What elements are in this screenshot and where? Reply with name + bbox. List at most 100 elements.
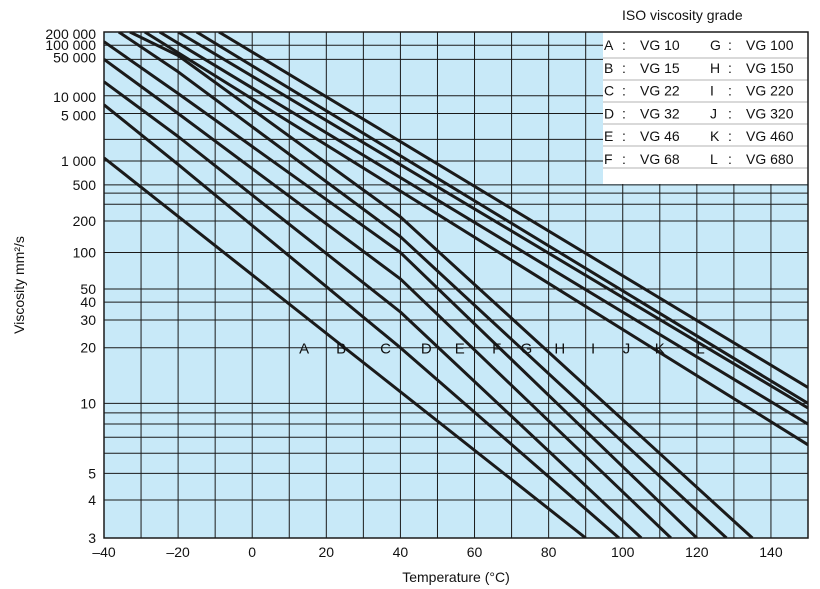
curve-label-k: K [655, 340, 665, 357]
curve-label-a: A [299, 340, 309, 357]
legend-entry-d: D: VG 32 [604, 105, 680, 121]
x-tick-label: 0 [248, 544, 256, 560]
legend-colon: : [622, 60, 626, 76]
curve-label-c: C [380, 340, 391, 357]
legend-colon: : [622, 105, 626, 121]
curve-h [144, 32, 808, 447]
y-tick-label: 200 000 [45, 26, 96, 42]
y-tick-label: 100 000 [45, 37, 96, 53]
y-axis-title: Viscosity mm²/s [11, 236, 27, 334]
curve-label-e: E [455, 340, 465, 357]
legend-grade: VG 10 [640, 37, 680, 53]
y-tick-label: 3 [88, 530, 96, 546]
legend-entry-f: F: VG 68 [604, 151, 680, 167]
legend-letter: K [710, 128, 720, 144]
legend-colon: : [728, 37, 732, 53]
legend-entry-k: K: VG 460 [710, 128, 794, 144]
legend-grade: VG 220 [746, 83, 794, 99]
legend-grade: VG 680 [746, 151, 794, 167]
y-tick-label: 4 [88, 492, 96, 508]
curve-a [104, 156, 587, 538]
legend-colon: : [728, 105, 732, 121]
x-tick-label: 100 [611, 544, 635, 560]
legend-letter: J [710, 105, 717, 121]
legend-colon: : [728, 151, 732, 167]
x-tick-label: 60 [467, 544, 483, 560]
legend-entry-a: A: VG 10 [604, 37, 680, 53]
legend-entry-c: C: VG 22 [604, 83, 680, 99]
legend-letter: D [604, 105, 614, 121]
legend-background [603, 0, 820, 184]
legend-letter: F [604, 151, 613, 167]
curve-g [129, 32, 754, 538]
curve-d [104, 58, 672, 538]
legend-colon: : [622, 151, 626, 167]
x-tick-label: –40 [92, 544, 116, 560]
curve-label-d: D [421, 340, 432, 357]
legend-grade: VG 15 [640, 60, 680, 76]
legend-grade: VG 32 [640, 105, 680, 121]
plot-frame [103, 31, 809, 539]
legend-entry-e: E: VG 46 [604, 128, 680, 144]
y-tick-label: 100 [73, 245, 97, 261]
legend-colon: : [728, 60, 732, 76]
y-tick-label: 1 000 [61, 153, 96, 169]
curve-label-h: H [554, 340, 565, 357]
legend-grade: VG 460 [746, 128, 794, 144]
x-tick-labels: –40 –20 0 20 40 60 80 100 120 140 [92, 544, 783, 560]
legend-colon: : [728, 83, 732, 99]
y-tick-label: 500 [73, 177, 97, 193]
y-tick-label: 20 [80, 340, 96, 356]
curve-label-b: B [336, 340, 346, 357]
legend-letter: C [604, 83, 614, 99]
curve-label-i: I [591, 340, 595, 357]
legend-colon: : [622, 128, 626, 144]
y-tick-label: 5 [88, 465, 96, 481]
legend-letter: E [604, 128, 613, 144]
legend-colon: : [622, 37, 626, 53]
legend-colon: : [728, 128, 732, 144]
legend-grade: VG 46 [640, 128, 680, 144]
curve-j [177, 32, 808, 410]
legend-letter: A [604, 37, 614, 53]
legend-letter: H [710, 60, 720, 76]
x-tick-label: 80 [541, 544, 557, 560]
curve-e [104, 40, 698, 538]
curve-b [104, 103, 620, 538]
y-tick-label: 40 [80, 294, 96, 310]
x-tick-label: 40 [393, 544, 409, 560]
curve-label-j: J [623, 340, 631, 357]
legend-letter: I [710, 83, 714, 99]
legend-letter: L [710, 151, 718, 167]
legend-entry-h: H: VG 150 [710, 60, 794, 76]
y-tick-label: 200 [73, 213, 97, 229]
curve-label-g: G [521, 340, 533, 357]
curve-l [218, 32, 808, 389]
curve-i [158, 32, 808, 426]
x-tick-label: 20 [319, 544, 335, 560]
x-tick-label: 120 [685, 544, 709, 560]
legend-entry-b: B: VG 15 [604, 60, 680, 76]
legend-entry-l: L: VG 680 [710, 151, 794, 167]
viscosity-curves [104, 32, 808, 538]
legend-grade: VG 100 [746, 37, 794, 53]
y-tick-label: 50 [80, 281, 96, 297]
legend-letter: G [710, 37, 721, 53]
legend-entry-i: I: VG 220 [710, 83, 794, 99]
curve-labels: A B C D E F G H I J K L [299, 340, 705, 357]
curve-k [195, 32, 808, 405]
legend-title: ISO viscosity grade [622, 7, 743, 23]
legend-entry-g: G: VG 100 [710, 37, 794, 53]
x-tick-label: –20 [166, 544, 190, 560]
y-tick-label: 50 000 [53, 49, 96, 65]
legend-grade: VG 150 [746, 60, 794, 76]
legend-grade: VG 68 [640, 151, 680, 167]
y-tick-label: 10 [80, 395, 96, 411]
curve-f [117, 32, 728, 538]
curve-label-f: F [492, 340, 501, 357]
legend: A: VG 10 B: VG 15 C: VG 22 D: VG 32 E: VG 46 F: VG … [604, 37, 794, 167]
x-tick-label: 140 [759, 544, 783, 560]
legend-grade: VG 22 [640, 83, 680, 99]
